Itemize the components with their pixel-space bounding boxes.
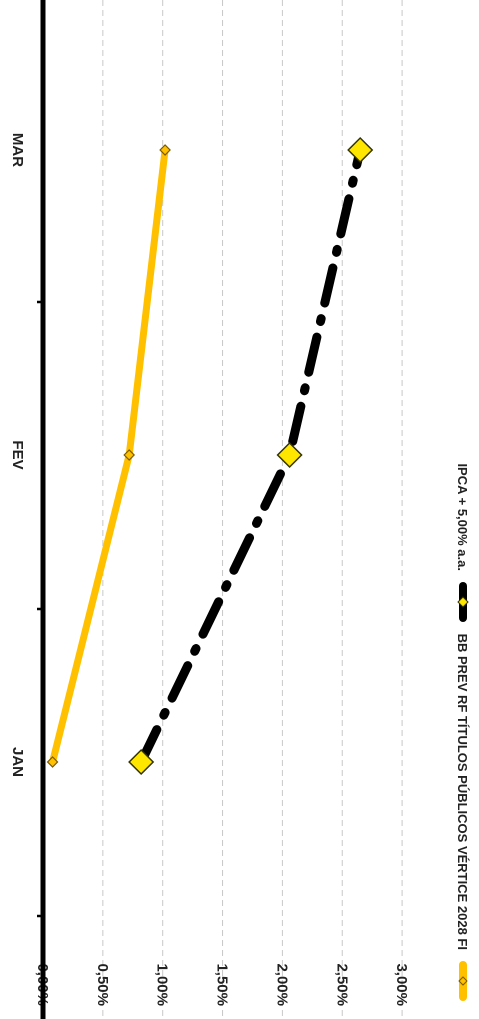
y-tick-label: 2,00% xyxy=(273,963,290,1006)
legend-label: BB PREV RF TÍTULOS PÚBLICOS VÉRTICE 2028… xyxy=(455,634,470,950)
x-tick-label: JAN xyxy=(9,747,26,777)
legend-swatch-marker xyxy=(457,596,469,608)
chart-plot: 0,00%0,50%1,00%1,50%2,00%2,50%3,00%JANFE… xyxy=(9,0,470,1019)
data-point-marker xyxy=(123,449,136,461)
data-point-marker xyxy=(46,756,59,768)
legend-swatch-marker xyxy=(458,976,468,986)
y-tick-label: 2,50% xyxy=(333,963,350,1006)
x-tick-label: MAR xyxy=(9,133,26,167)
legend-label: IPCA + 5,00% a.a. xyxy=(455,463,470,571)
series-line xyxy=(136,145,365,767)
data-point-marker xyxy=(128,748,155,776)
data-point-marker xyxy=(347,136,374,164)
y-tick-label: 1,50% xyxy=(214,963,231,1006)
series-line xyxy=(49,146,169,766)
x-tick-label: FEV xyxy=(9,440,26,469)
y-tick-label: 3,00% xyxy=(393,963,410,1006)
data-point-marker xyxy=(159,144,171,156)
data-point-marker xyxy=(276,441,303,469)
y-tick-label: 0,50% xyxy=(94,963,111,1006)
y-tick-label: 1,00% xyxy=(154,963,171,1006)
